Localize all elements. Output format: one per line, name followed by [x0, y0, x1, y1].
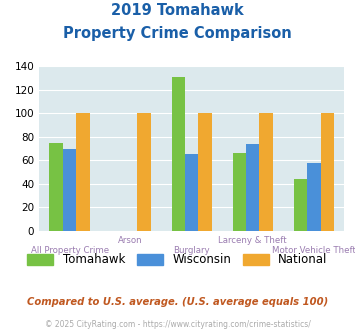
- Text: Motor Vehicle Theft: Motor Vehicle Theft: [272, 246, 355, 255]
- Bar: [198, 113, 212, 231]
- Text: Larceny & Theft: Larceny & Theft: [218, 236, 287, 245]
- Bar: [49, 143, 63, 231]
- Bar: [321, 113, 334, 231]
- Bar: [137, 113, 151, 231]
- Bar: [63, 148, 76, 231]
- Bar: [185, 154, 198, 231]
- Bar: [294, 179, 307, 231]
- Bar: [260, 113, 273, 231]
- Text: Arson: Arson: [118, 236, 143, 245]
- Bar: [76, 113, 90, 231]
- Bar: [307, 163, 321, 231]
- Text: Property Crime Comparison: Property Crime Comparison: [63, 26, 292, 41]
- Text: 2019 Tomahawk: 2019 Tomahawk: [111, 3, 244, 18]
- Text: All Property Crime: All Property Crime: [31, 246, 109, 255]
- Legend: Tomahawk, Wisconsin, National: Tomahawk, Wisconsin, National: [27, 253, 328, 266]
- Bar: [246, 144, 260, 231]
- Text: © 2025 CityRating.com - https://www.cityrating.com/crime-statistics/: © 2025 CityRating.com - https://www.city…: [45, 320, 310, 329]
- Bar: [171, 77, 185, 231]
- Text: Burglary: Burglary: [173, 246, 210, 255]
- Text: Compared to U.S. average. (U.S. average equals 100): Compared to U.S. average. (U.S. average …: [27, 297, 328, 307]
- Bar: [233, 153, 246, 231]
